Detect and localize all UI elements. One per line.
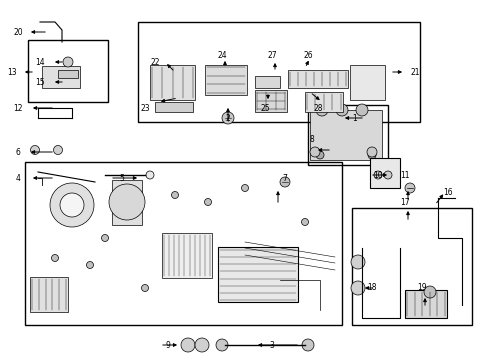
Bar xyxy=(112,180,142,225)
Bar xyxy=(42,66,80,88)
Text: 26: 26 xyxy=(303,50,312,59)
Text: 20: 20 xyxy=(13,27,23,36)
Bar xyxy=(404,290,446,318)
Bar xyxy=(369,158,399,188)
Text: 12: 12 xyxy=(13,104,23,112)
Circle shape xyxy=(350,281,364,295)
Bar xyxy=(138,22,419,122)
Bar xyxy=(349,65,384,100)
Text: 18: 18 xyxy=(366,284,376,292)
Bar xyxy=(307,105,387,165)
Text: 25: 25 xyxy=(260,104,269,112)
Text: 10: 10 xyxy=(372,171,382,180)
Text: 27: 27 xyxy=(266,50,276,59)
Bar xyxy=(25,162,341,325)
Circle shape xyxy=(366,147,376,157)
Circle shape xyxy=(373,171,381,179)
Text: 14: 14 xyxy=(35,58,45,67)
Circle shape xyxy=(315,151,324,159)
Bar xyxy=(305,92,342,112)
Circle shape xyxy=(423,286,435,298)
Circle shape xyxy=(302,339,313,351)
Circle shape xyxy=(63,57,73,67)
Bar xyxy=(287,70,347,88)
Text: 23: 23 xyxy=(140,104,149,112)
Circle shape xyxy=(171,192,178,198)
Bar xyxy=(254,76,280,88)
Circle shape xyxy=(50,183,94,227)
Circle shape xyxy=(335,104,347,116)
Circle shape xyxy=(367,151,375,159)
Bar xyxy=(28,40,108,102)
Text: 5: 5 xyxy=(120,174,124,183)
Circle shape xyxy=(309,147,319,157)
Bar xyxy=(309,110,381,160)
Circle shape xyxy=(102,234,108,242)
Bar xyxy=(204,65,246,95)
Circle shape xyxy=(204,198,211,206)
Text: 3: 3 xyxy=(269,341,274,350)
Circle shape xyxy=(60,193,84,217)
Text: 22: 22 xyxy=(150,58,160,67)
Text: 1: 1 xyxy=(352,113,357,122)
Text: 17: 17 xyxy=(399,198,409,207)
Circle shape xyxy=(383,171,391,179)
Circle shape xyxy=(222,112,234,124)
Text: 24: 24 xyxy=(217,50,226,59)
Text: 13: 13 xyxy=(7,68,17,77)
Text: 21: 21 xyxy=(409,68,419,77)
Circle shape xyxy=(141,284,148,292)
Bar xyxy=(150,65,195,100)
Text: 8: 8 xyxy=(309,135,314,144)
Circle shape xyxy=(51,255,59,261)
Bar xyxy=(30,277,68,312)
Bar xyxy=(58,70,78,78)
Circle shape xyxy=(53,145,62,154)
Text: 9: 9 xyxy=(165,341,170,350)
Circle shape xyxy=(404,183,414,193)
Text: 2: 2 xyxy=(225,113,230,122)
Circle shape xyxy=(109,184,145,220)
Bar xyxy=(218,247,297,302)
Bar xyxy=(254,90,286,112)
Circle shape xyxy=(280,177,289,187)
Text: 11: 11 xyxy=(400,171,409,180)
Circle shape xyxy=(216,339,227,351)
Circle shape xyxy=(195,338,208,352)
Text: 19: 19 xyxy=(416,284,426,292)
Circle shape xyxy=(301,219,308,225)
Bar xyxy=(351,208,471,325)
Circle shape xyxy=(30,145,40,154)
Circle shape xyxy=(315,104,327,116)
Text: 15: 15 xyxy=(35,77,45,86)
Circle shape xyxy=(86,261,93,269)
Text: 16: 16 xyxy=(442,188,452,197)
Circle shape xyxy=(146,171,154,179)
Circle shape xyxy=(355,104,367,116)
Text: 7: 7 xyxy=(282,174,287,183)
Bar xyxy=(162,233,212,278)
Circle shape xyxy=(350,255,364,269)
Bar xyxy=(155,102,193,112)
Circle shape xyxy=(241,185,248,192)
Text: 6: 6 xyxy=(16,148,20,157)
Text: 4: 4 xyxy=(16,174,20,183)
Text: 28: 28 xyxy=(313,104,322,112)
Circle shape xyxy=(181,338,195,352)
